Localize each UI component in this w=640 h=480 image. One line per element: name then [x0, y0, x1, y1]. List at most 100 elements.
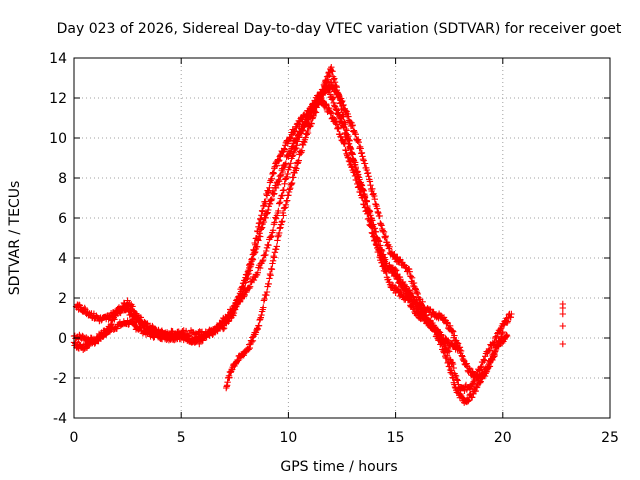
data-point [342, 121, 349, 128]
data-point [257, 215, 264, 222]
data-point [507, 314, 514, 321]
data-point [273, 162, 280, 169]
data-point [229, 306, 236, 313]
data-point [245, 267, 252, 274]
x-tick-label: 10 [279, 430, 297, 446]
data-point [280, 186, 287, 194]
data-point [107, 321, 114, 328]
data-point [256, 264, 264, 272]
data-point [446, 322, 454, 329]
data-point [327, 110, 334, 117]
data-point [185, 332, 192, 339]
data-point [473, 383, 481, 391]
data-point [414, 290, 421, 298]
data-point [274, 237, 281, 244]
data-point [347, 146, 355, 153]
data-point [312, 104, 319, 111]
data-point [274, 233, 282, 240]
data-point [272, 215, 280, 222]
data-point [445, 358, 452, 365]
data-point [361, 192, 369, 200]
data-point [377, 221, 385, 228]
data-point [445, 346, 452, 354]
x-axis-label: GPS time / hours [280, 459, 397, 475]
data-point [446, 348, 453, 355]
data-point [276, 229, 283, 237]
data-point [503, 331, 510, 339]
data-point [287, 135, 294, 142]
data-point [346, 137, 353, 144]
data-point [443, 319, 451, 326]
data-point [268, 197, 275, 204]
data-point [287, 148, 295, 155]
data-point [211, 328, 218, 335]
data-point [285, 192, 292, 199]
data-point [483, 368, 490, 376]
data-point [448, 370, 456, 378]
data-point [288, 180, 295, 188]
data-point [386, 243, 393, 250]
data-point [238, 284, 245, 291]
data-point [443, 352, 451, 359]
data-point [374, 242, 381, 249]
data-point [267, 233, 274, 241]
data-point [378, 222, 385, 229]
data-point [245, 346, 252, 353]
data-point [158, 327, 166, 334]
data-point [363, 166, 370, 174]
data-point [265, 189, 272, 196]
data-point [266, 184, 273, 191]
data-point [280, 205, 288, 212]
data-point [106, 324, 114, 332]
data-point [279, 192, 286, 199]
data-point [224, 317, 231, 324]
data-point [240, 280, 247, 287]
data-point [359, 186, 367, 194]
data-point [353, 168, 361, 176]
data-point [255, 237, 262, 244]
y-tick-label: 4 [58, 251, 67, 267]
data-point [371, 196, 378, 203]
data-point [503, 332, 511, 340]
data-point [379, 227, 386, 234]
data-point [410, 303, 418, 310]
data-point [491, 353, 498, 360]
data-point [236, 292, 243, 300]
y-tick-label: 6 [58, 211, 67, 227]
data-point [344, 153, 351, 161]
plot-frame [73, 57, 611, 419]
data-point [359, 186, 366, 193]
data-point [258, 311, 265, 319]
data-point [272, 246, 280, 253]
data-point [294, 160, 301, 167]
data-point [276, 200, 283, 207]
data-point [277, 152, 284, 159]
data-point [383, 269, 390, 277]
data-point [333, 121, 340, 128]
data-point [360, 157, 367, 164]
data-point [302, 134, 309, 141]
data-point [265, 280, 272, 288]
data-point [343, 150, 350, 157]
data-point [254, 269, 261, 276]
data-point [369, 223, 376, 231]
data-point [260, 297, 268, 304]
data-point [393, 267, 400, 274]
data-point [498, 333, 505, 340]
data-point [114, 310, 121, 317]
y-tick-label: 2 [58, 291, 67, 307]
data-point [150, 325, 157, 332]
data-point [151, 326, 158, 333]
axis-ticks: 0 5 10 15 20 25 -4 -2 0 2 4 6 8 10 12 14 [49, 51, 619, 446]
data-point [281, 146, 288, 153]
data-point [377, 254, 385, 262]
data-point [271, 219, 278, 226]
data-point [363, 197, 370, 205]
data-point [331, 75, 338, 82]
data-point [263, 247, 270, 255]
data-point [450, 328, 457, 335]
data-point [144, 323, 151, 330]
data-point [458, 352, 465, 359]
data-point [381, 264, 388, 272]
